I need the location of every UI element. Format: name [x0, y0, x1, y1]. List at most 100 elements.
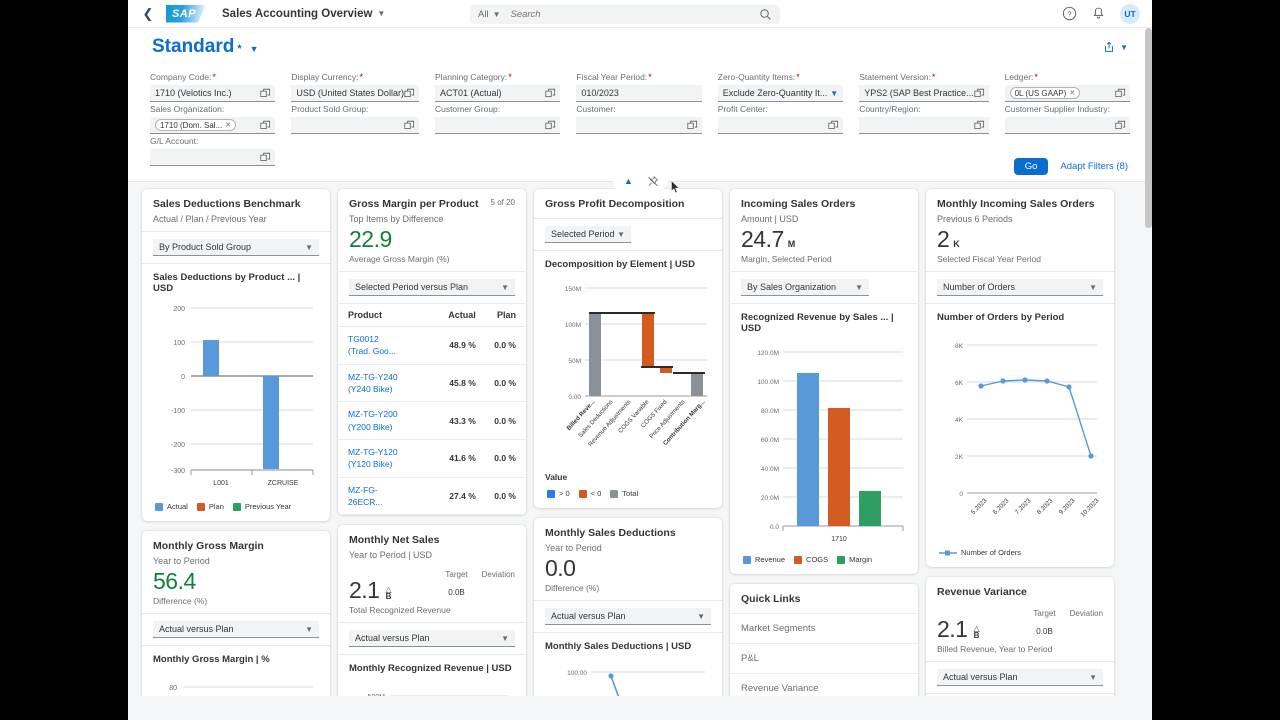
value-help-icon[interactable]: [260, 152, 271, 163]
table-row[interactable]: MZ-TG-Y240 (Y240 Bike) 45.8 % 0.0 %: [338, 364, 526, 403]
value-help-icon[interactable]: [260, 88, 271, 99]
quick-link-revenue-variance[interactable]: Revenue Variance: [730, 673, 918, 696]
column-header-actual[interactable]: Actual: [432, 304, 476, 328]
cell-product[interactable]: MZ-TG-Y200 (Y200 Bike): [338, 401, 433, 440]
go-button[interactable]: Go: [1013, 158, 1049, 175]
card-revenue-variance[interactable]: Revenue Variance 2.1 △ B Target 0.0B: [926, 577, 1114, 696]
legend-item[interactable]: < 0: [578, 489, 601, 498]
legend-item[interactable]: Previous Year: [232, 502, 291, 511]
card-monthly-sales-deductions[interactable]: Monthly Sales Deductions Year to Period …: [534, 518, 722, 696]
chevron-down-icon[interactable]: ▼: [305, 242, 313, 252]
legend-item[interactable]: Number of Orders: [939, 548, 1021, 557]
legend-item[interactable]: Margin: [837, 555, 872, 564]
filter-input[interactable]: YPS2 (SAP Best Practice...: [859, 85, 989, 102]
variant-selector[interactable]: Standard * ▼: [152, 36, 259, 58]
filter-input[interactable]: [291, 117, 419, 134]
legend-item[interactable]: Total: [610, 489, 638, 498]
chevron-down-icon[interactable]: ▼: [1120, 42, 1128, 52]
sap-logo[interactable]: SAP: [166, 4, 206, 23]
value-help-icon[interactable]: [1115, 120, 1126, 131]
quick-link-pl[interactable]: P&L: [730, 643, 918, 673]
legend-item[interactable]: Revenue: [743, 555, 785, 564]
column-header-plan[interactable]: Plan: [475, 304, 526, 328]
filter-input[interactable]: [576, 117, 702, 134]
scrollbar-thumb[interactable]: [1145, 28, 1152, 228]
card-gross-margin-per-product[interactable]: Gross Margin per Product 5 of 20 Top Ite…: [338, 189, 526, 516]
chart-monthly-recognized-revenue[interactable]: 500M: [349, 680, 515, 696]
value-help-icon[interactable]: [828, 120, 839, 131]
chart-monthly-sales-deductions[interactable]: 100.00 0.00: [545, 658, 711, 696]
cell-product[interactable]: MZ-FG- 26ECR...: [338, 477, 433, 516]
legend-item[interactable]: COGS: [794, 555, 828, 564]
page-scrollbar[interactable]: [1145, 28, 1152, 720]
chart-recognized-revenue-by-sales-org[interactable]: 120.0M 100.0M 80.0M 60.0M 40.0M 20.0M 0.…: [741, 340, 907, 548]
app-title[interactable]: Sales Accounting Overview ▼: [222, 8, 385, 20]
chevron-up-icon[interactable]: ▲: [624, 176, 633, 186]
filter-select[interactable]: Exclude Zero-Quantity It... ▼: [717, 85, 844, 102]
chevron-down-icon[interactable]: ▼: [617, 229, 625, 239]
measure-select[interactable]: Number of Orders ▼: [937, 279, 1103, 297]
cell-product[interactable]: MZ-TG-Y240 (Y240 Bike): [338, 364, 433, 403]
chart-number-of-orders-by-period[interactable]: 8K 6K 4K 2K 0 5.2023: [937, 329, 1103, 544]
chart-sales-deductions-by-product[interactable]: 200 100 0 -100 -200 -300 L001: [153, 300, 319, 495]
chart-monthly-gross-margin[interactable]: 80: [153, 671, 319, 696]
share-icon[interactable]: [1102, 40, 1116, 54]
table-row[interactable]: MZ-TG-Y200 (Y200 Bike) 43.3 % 0.0 %: [338, 401, 526, 440]
legend-item[interactable]: Plan: [196, 502, 224, 511]
value-help-icon[interactable]: [260, 120, 271, 131]
chevron-down-icon[interactable]: ▼: [501, 633, 509, 643]
avatar[interactable]: UT: [1120, 3, 1140, 24]
chevron-down-icon[interactable]: ▼: [492, 10, 501, 19]
back-icon[interactable]: ❮: [142, 5, 154, 21]
table-row[interactable]: MZ-FG- 26ECR... 27.4 % 0.0 %: [338, 477, 526, 516]
adapt-filters-link[interactable]: Adapt Filters (8): [1060, 161, 1128, 172]
period-select[interactable]: Selected Period ▼: [545, 226, 631, 244]
chevron-down-icon[interactable]: ▼: [1089, 282, 1097, 292]
pin-off-icon[interactable]: [647, 175, 660, 188]
filter-token[interactable]: 1710 (Dom. Sal... ✕: [155, 119, 237, 131]
value-help-icon[interactable]: [404, 120, 415, 131]
filter-input[interactable]: [1004, 117, 1130, 134]
remove-token-icon[interactable]: ✕: [225, 122, 232, 129]
search-input[interactable]: [510, 9, 759, 20]
chevron-down-icon[interactable]: ▼: [501, 282, 509, 292]
filter-input[interactable]: 010/2023: [576, 85, 702, 102]
legend-item[interactable]: Actual: [155, 502, 188, 511]
chevron-down-icon[interactable]: ▼: [855, 282, 863, 292]
filter-token-input[interactable]: 1710 (Dom. Sal... ✕: [150, 117, 276, 134]
filter-input[interactable]: ACT01 (Actual): [434, 85, 561, 102]
card-sales-deductions-benchmark[interactable]: Sales Deductions Benchmark Actual / Plan…: [142, 189, 330, 522]
search-scope-select[interactable]: All ▼: [478, 9, 500, 20]
filter-input[interactable]: [717, 117, 844, 134]
measure-select[interactable]: Actual versus Plan ▼: [937, 669, 1103, 687]
filter-input[interactable]: USD (United States Dollar): [291, 85, 419, 102]
cell-product[interactable]: TG0012 (Trad. Goo...: [338, 326, 433, 365]
measure-select[interactable]: Actual versus Plan ▼: [545, 608, 711, 626]
chevron-down-icon[interactable]: ▼: [377, 9, 386, 18]
filter-token[interactable]: 0L (US GAAP) ✕: [1009, 87, 1081, 99]
filter-token-input[interactable]: 0L (US GAAP) ✕: [1004, 85, 1130, 102]
card-monthly-net-sales[interactable]: Monthly Net Sales Year to Period | USD 2…: [338, 525, 526, 696]
search-bar[interactable]: All ▼: [470, 5, 780, 24]
comparison-select[interactable]: Selected Period versus Plan ▼: [349, 279, 515, 297]
value-help-icon[interactable]: [973, 120, 985, 131]
question-mark-circle-icon[interactable]: ?: [1062, 6, 1077, 21]
filter-input[interactable]: [859, 117, 989, 134]
search-icon[interactable]: [759, 8, 772, 21]
bell-icon[interactable]: [1091, 6, 1106, 21]
value-help-icon[interactable]: [404, 88, 415, 99]
table-row[interactable]: TG0012 (Trad. Goo... 48.9 % 0.0 %: [338, 326, 526, 365]
measure-select[interactable]: Actual versus Plan ▼: [153, 621, 319, 639]
card-monthly-gross-margin[interactable]: Monthly Gross Margin Year to Period 56.4…: [142, 531, 330, 696]
value-help-icon[interactable]: [545, 88, 556, 99]
card-quick-links[interactable]: Quick Links Market Segments P&L Revenue …: [730, 584, 918, 696]
card-monthly-incoming-sales-orders[interactable]: Monthly Incoming Sales Orders Previous 6…: [926, 189, 1114, 568]
chevron-down-icon[interactable]: ▼: [1089, 672, 1097, 682]
value-help-icon[interactable]: [973, 88, 985, 99]
table-row[interactable]: MZ-TG-Y120 (Y120 Bike) 41.6 % 0.0 %: [338, 439, 526, 478]
value-help-icon[interactable]: [545, 120, 556, 131]
filter-input[interactable]: [150, 149, 276, 166]
chevron-down-icon[interactable]: ▼: [830, 88, 839, 98]
dimension-select[interactable]: By Sales Organization ▼: [741, 279, 869, 297]
cell-product[interactable]: MZ-TG-Y120 (Y120 Bike): [338, 439, 433, 478]
